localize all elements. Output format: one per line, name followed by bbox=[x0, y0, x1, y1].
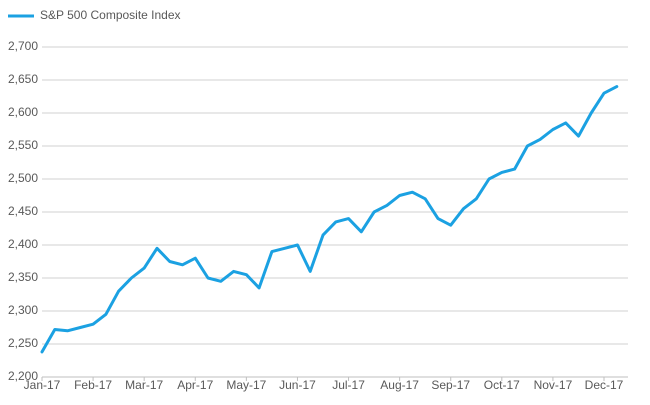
y-tick-label: 2,350 bbox=[8, 270, 38, 284]
x-tick-label: Jul-17 bbox=[332, 378, 365, 392]
series-line bbox=[40, 85, 619, 354]
y-tick-label: 2,700 bbox=[8, 39, 38, 53]
x-tick-label: Oct-17 bbox=[484, 378, 520, 392]
x-tick-label: Mar-17 bbox=[125, 378, 163, 392]
x-tick-label: Feb-17 bbox=[74, 378, 112, 392]
x-tick-label: May-17 bbox=[226, 378, 266, 392]
x-tick-label: Apr-17 bbox=[177, 378, 213, 392]
y-tick-label: 2,300 bbox=[8, 303, 38, 317]
x-tick-label: Aug-17 bbox=[380, 378, 419, 392]
legend-label: S&P 500 Composite Index bbox=[40, 8, 181, 22]
y-tick-label: 2,650 bbox=[8, 72, 38, 86]
x-tick-label: Jan-17 bbox=[24, 378, 61, 392]
y-tick-label: 2,600 bbox=[8, 105, 38, 119]
x-tick-label: Sep-17 bbox=[431, 378, 470, 392]
x-tick-label: Dec-17 bbox=[585, 378, 624, 392]
y-tick-label: 2,400 bbox=[8, 237, 38, 251]
y-tick-label: 2,550 bbox=[8, 138, 38, 152]
x-tick-label: Jun-17 bbox=[279, 378, 316, 392]
y-tick-label: 2,450 bbox=[8, 204, 38, 218]
y-tick-label: 2,500 bbox=[8, 171, 38, 185]
y-tick-label: 2,250 bbox=[8, 336, 38, 350]
y-tick-label: 2,200 bbox=[8, 369, 38, 383]
x-tick-label: Nov-17 bbox=[534, 378, 573, 392]
